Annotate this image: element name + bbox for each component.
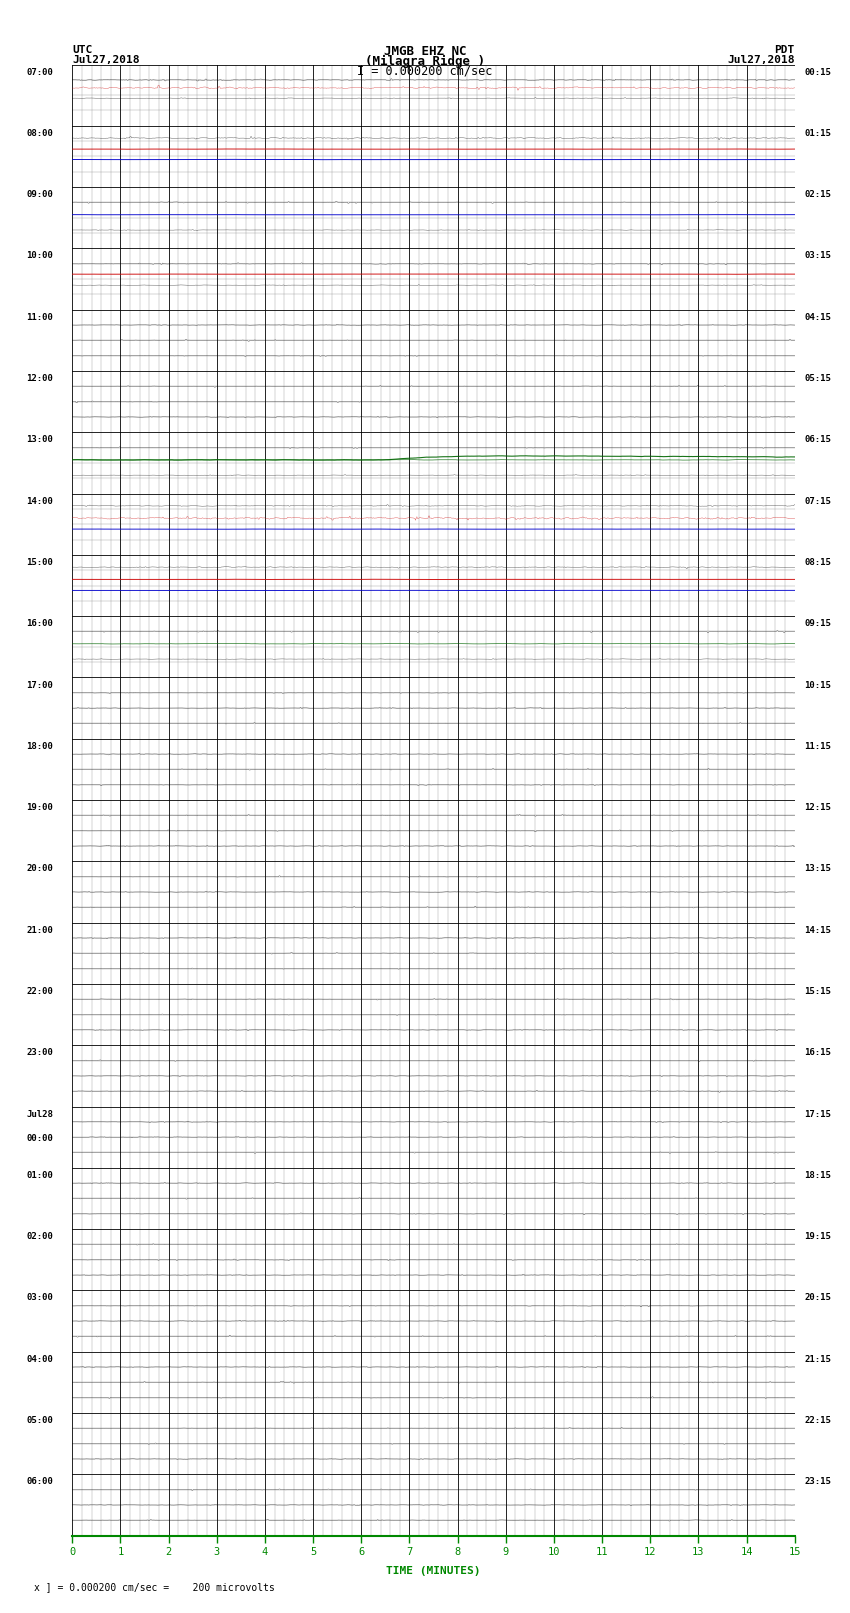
Text: 02:00: 02:00	[26, 1232, 53, 1240]
Text: UTC: UTC	[72, 45, 93, 55]
Text: 07:00: 07:00	[26, 68, 53, 76]
X-axis label: TIME (MINUTES): TIME (MINUTES)	[386, 1566, 481, 1576]
Text: 19:00: 19:00	[26, 803, 53, 811]
Text: 00:00: 00:00	[26, 1134, 53, 1144]
Text: 05:00: 05:00	[26, 1416, 53, 1424]
Text: 02:15: 02:15	[804, 190, 831, 198]
Text: 14:00: 14:00	[26, 497, 53, 505]
Text: 04:00: 04:00	[26, 1355, 53, 1363]
Text: 15:15: 15:15	[804, 987, 831, 995]
Text: 01:15: 01:15	[804, 129, 831, 137]
Text: 16:15: 16:15	[804, 1048, 831, 1057]
Text: 01:00: 01:00	[26, 1171, 53, 1179]
Text: 13:15: 13:15	[804, 865, 831, 873]
Text: 13:00: 13:00	[26, 436, 53, 444]
Text: Jul27,2018: Jul27,2018	[728, 55, 795, 65]
Text: 20:15: 20:15	[804, 1294, 831, 1302]
Text: Jul28: Jul28	[26, 1110, 53, 1118]
Text: 12:00: 12:00	[26, 374, 53, 382]
Text: 06:00: 06:00	[26, 1478, 53, 1486]
Text: 18:00: 18:00	[26, 742, 53, 750]
Text: 18:15: 18:15	[804, 1171, 831, 1179]
Text: (Milagra Ridge ): (Milagra Ridge )	[365, 55, 485, 68]
Text: 17:00: 17:00	[26, 681, 53, 689]
Text: 17:15: 17:15	[804, 1110, 831, 1118]
Text: 15:00: 15:00	[26, 558, 53, 566]
Text: x ] = 0.000200 cm/sec =    200 microvolts: x ] = 0.000200 cm/sec = 200 microvolts	[34, 1582, 275, 1592]
Text: 06:15: 06:15	[804, 436, 831, 444]
Text: 08:00: 08:00	[26, 129, 53, 137]
Text: 23:15: 23:15	[804, 1478, 831, 1486]
Text: 22:00: 22:00	[26, 987, 53, 995]
Text: 05:15: 05:15	[804, 374, 831, 382]
Text: 03:15: 03:15	[804, 252, 831, 260]
Text: 08:15: 08:15	[804, 558, 831, 566]
Text: 23:00: 23:00	[26, 1048, 53, 1057]
Text: 11:00: 11:00	[26, 313, 53, 321]
Text: 11:15: 11:15	[804, 742, 831, 750]
Text: I = 0.000200 cm/sec: I = 0.000200 cm/sec	[357, 65, 493, 77]
Text: 07:15: 07:15	[804, 497, 831, 505]
Text: 09:15: 09:15	[804, 619, 831, 627]
Text: 22:15: 22:15	[804, 1416, 831, 1424]
Text: 04:15: 04:15	[804, 313, 831, 321]
Text: JMGB EHZ NC: JMGB EHZ NC	[383, 45, 467, 58]
Text: 16:00: 16:00	[26, 619, 53, 627]
Text: 10:00: 10:00	[26, 252, 53, 260]
Text: 21:15: 21:15	[804, 1355, 831, 1363]
Text: 09:00: 09:00	[26, 190, 53, 198]
Text: PDT: PDT	[774, 45, 795, 55]
Text: 03:00: 03:00	[26, 1294, 53, 1302]
Text: 00:15: 00:15	[804, 68, 831, 76]
Text: Jul27,2018: Jul27,2018	[72, 55, 139, 65]
Text: 20:00: 20:00	[26, 865, 53, 873]
Text: 14:15: 14:15	[804, 926, 831, 934]
Text: 21:00: 21:00	[26, 926, 53, 934]
Text: 19:15: 19:15	[804, 1232, 831, 1240]
Text: 12:15: 12:15	[804, 803, 831, 811]
Text: 10:15: 10:15	[804, 681, 831, 689]
